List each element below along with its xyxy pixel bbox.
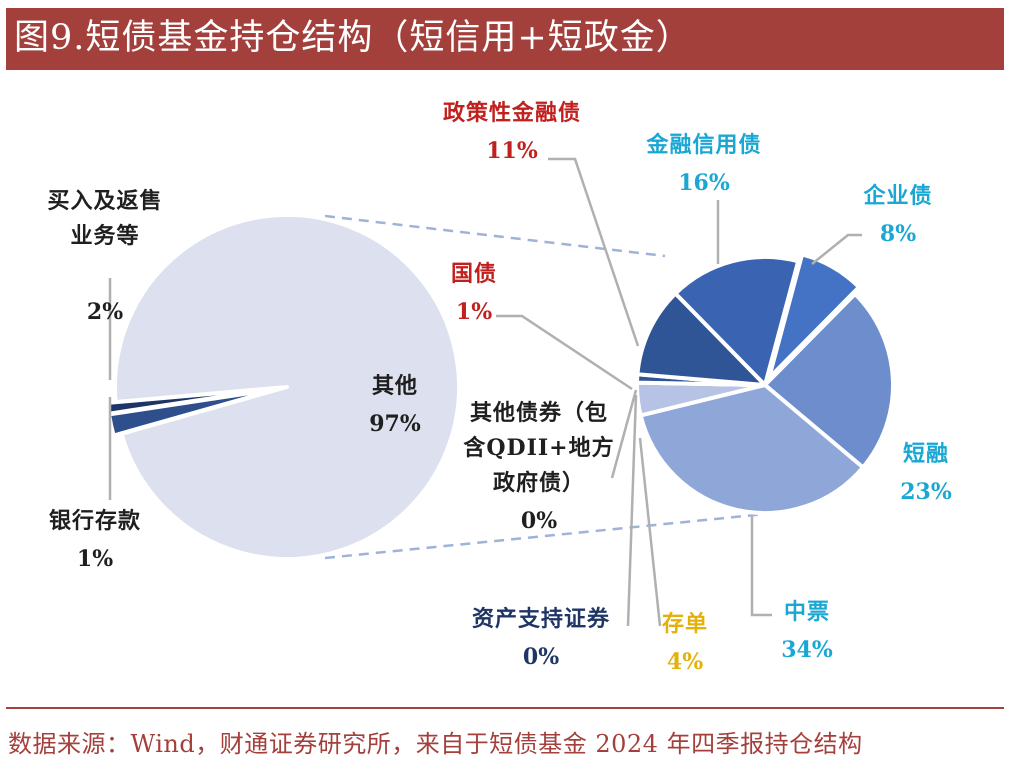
pie2-leader-3 [638, 437, 662, 627]
pie2-value-8: 16% [678, 170, 730, 196]
pie2-leader-2 [750, 516, 772, 617]
pie2-value-5: 0% [521, 508, 557, 534]
chart-area: 其他 97% 买入及返售业务等 2% 银行存款 1% 企业债 8% 短融 23% 中票 34% 存单 4%… [0, 78, 1020, 708]
connector-line-top [324, 214, 666, 258]
pie2-leader-4 [626, 394, 638, 627]
pie2-leader-7 [548, 157, 640, 347]
pie2-label-5-line-0: 其他债券（包 [470, 400, 608, 426]
pie2-leader-6 [496, 314, 633, 391]
pie2-label-5-line-1: 含QDII+地方 [463, 435, 614, 461]
pie2-slice-2 [638, 383, 865, 515]
pie1-label-0: 其他 [372, 373, 418, 399]
pie1-value-0: 97% [369, 411, 421, 437]
pie2-value-4: 0% [523, 644, 559, 670]
title-bar: 图9.短债基金持仓结构（短信用+短政金） [6, 8, 1004, 70]
pie2-value-7: 11% [486, 138, 538, 164]
footer-rule [6, 707, 1004, 709]
pie1-value-2: 1% [77, 546, 113, 572]
chart-title: 图9.短债基金持仓结构（短信用+短政金） [14, 18, 692, 58]
pie2-value-2: 34% [781, 637, 833, 663]
pie2-label-1: 短融 [903, 441, 949, 467]
pie2-slice-7 [635, 291, 767, 387]
pie2-slice-8 [673, 255, 801, 387]
pie1-label-1-line-1: 业务等 [70, 223, 139, 249]
pie1-value-1: 2% [87, 299, 123, 325]
pie1-label-2: 银行存款 [49, 508, 141, 534]
pie2-slice-1 [763, 292, 895, 470]
pie2-label-3: 存单 [662, 611, 708, 637]
pie2-value-6: 1% [456, 299, 492, 325]
source-note: 数据来源：Wind，财通证券研究所，来自于短债基金 2024 年四季报持仓结构 [8, 730, 863, 758]
pie2-value-1: 23% [900, 479, 952, 505]
pie1-slice-0 [113, 212, 461, 561]
pie2-slice-0 [766, 252, 861, 381]
pie2-leader-0 [811, 233, 862, 265]
connector-line-bottom [324, 512, 766, 560]
pie2-value-3: 4% [667, 649, 703, 675]
pie2-label-8: 金融信用债 [645, 132, 761, 158]
pie1-label-1-line-0: 买入及返售 [47, 188, 162, 214]
pie2-label-2: 中票 [784, 599, 830, 625]
pie2-leader-5 [610, 389, 638, 479]
pie2-value-0: 8% [880, 221, 916, 247]
pie2-label-6: 国债 [451, 261, 497, 287]
pie2-label-5-line-2: 政府债） [493, 470, 585, 496]
pie2-label-0: 企业债 [862, 183, 932, 209]
pie2-label-7: 政策性金融债 [443, 100, 581, 126]
pie2-label-4: 资产支持证券 [472, 606, 610, 632]
